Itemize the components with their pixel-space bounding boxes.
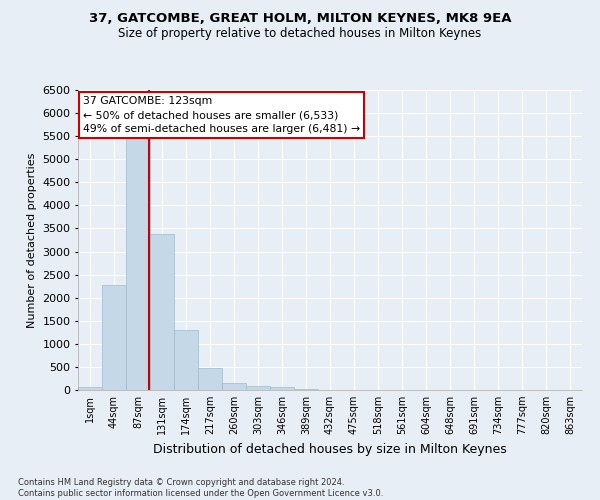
Text: 37, GATCOMBE, GREAT HOLM, MILTON KEYNES, MK8 9EA: 37, GATCOMBE, GREAT HOLM, MILTON KEYNES,… <box>89 12 511 26</box>
Text: 37 GATCOMBE: 123sqm
← 50% of detached houses are smaller (6,533)
49% of semi-det: 37 GATCOMBE: 123sqm ← 50% of detached ho… <box>83 96 360 134</box>
Bar <box>270 388 294 390</box>
Bar <box>78 387 102 390</box>
Bar <box>126 138 150 390</box>
Bar <box>174 330 198 390</box>
Bar <box>102 285 126 390</box>
Y-axis label: Number of detached properties: Number of detached properties <box>26 152 37 328</box>
Bar <box>294 388 318 390</box>
Text: Size of property relative to detached houses in Milton Keynes: Size of property relative to detached ho… <box>118 28 482 40</box>
Bar <box>222 382 246 390</box>
Bar <box>150 234 174 390</box>
X-axis label: Distribution of detached houses by size in Milton Keynes: Distribution of detached houses by size … <box>153 442 507 456</box>
Bar <box>198 368 222 390</box>
Bar <box>246 386 270 390</box>
Text: Contains HM Land Registry data © Crown copyright and database right 2024.
Contai: Contains HM Land Registry data © Crown c… <box>18 478 383 498</box>
